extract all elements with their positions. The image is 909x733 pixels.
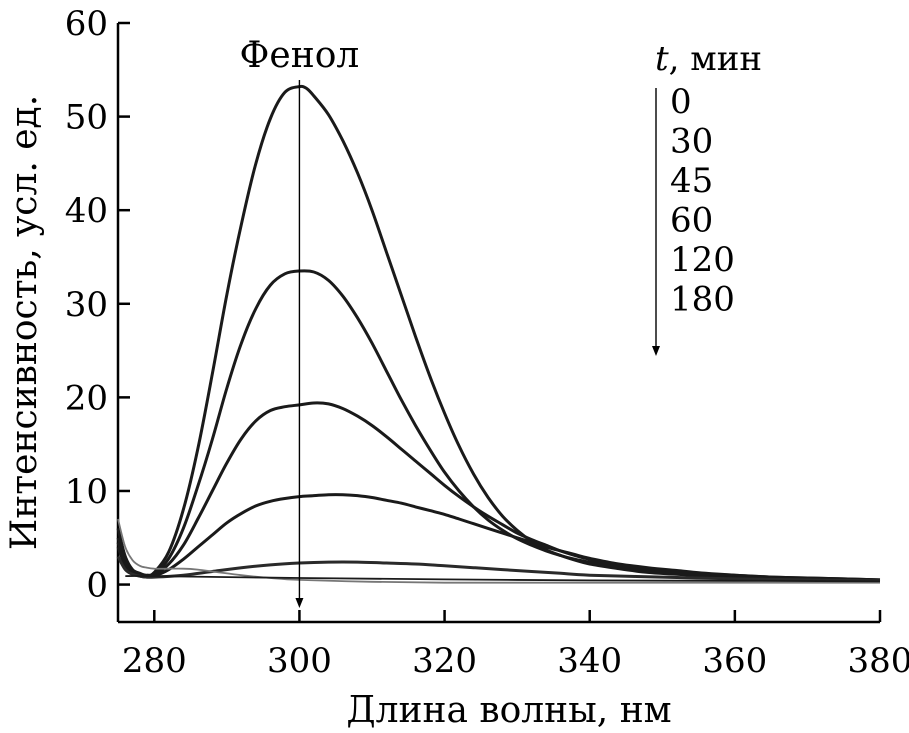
legend-title: t, мин (655, 39, 762, 79)
series-line-30-min (116, 269, 881, 583)
legend-entry-45: 45 (670, 161, 713, 201)
series-line-baseline (125, 575, 881, 583)
y-tick-label: 60 (65, 4, 108, 44)
y-tick-label: 10 (65, 472, 108, 512)
x-tick-label: 280 (122, 641, 187, 681)
y-axis-title: Интенсивность, усл. ед. (4, 95, 45, 550)
series-layer (116, 84, 881, 584)
x-tick-label: 340 (557, 641, 622, 681)
x-axis-title: Длина волны, нм (346, 690, 671, 731)
y-tick-label: 0 (86, 566, 108, 606)
legend-entry-120: 120 (670, 240, 735, 280)
x-ticks: 280 300 320 340 360 380 (122, 610, 909, 681)
series-line-120-min (116, 555, 881, 583)
legend-title-var: t (655, 39, 669, 79)
y-tick-label: 20 (65, 378, 108, 418)
legend-entry-60: 60 (670, 201, 713, 241)
annotation-arrowhead (295, 598, 304, 608)
x-tick-label: 320 (412, 641, 477, 681)
legend-entry-0: 0 (670, 82, 692, 122)
legend-title-unit: , мин (669, 39, 762, 79)
series-line-45-min (116, 401, 881, 582)
annotation-label: Фенол (240, 35, 360, 76)
series-line-180-min (117, 518, 880, 584)
series-line-60-min (116, 493, 881, 582)
legend-arrowhead (652, 346, 660, 356)
y-ticks: 0 10 20 30 40 50 60 (65, 4, 130, 606)
y-tick-label: 30 (65, 285, 108, 325)
y-tick-label: 40 (65, 191, 108, 231)
x-tick-label: 380 (848, 641, 909, 681)
legend-entry-30: 30 (670, 122, 713, 162)
x-tick-label: 300 (267, 641, 332, 681)
series-line-0-min (116, 84, 881, 584)
x-tick-label: 360 (702, 641, 767, 681)
y-tick-label: 50 (65, 98, 108, 138)
legend-entry-180: 180 (670, 280, 735, 320)
